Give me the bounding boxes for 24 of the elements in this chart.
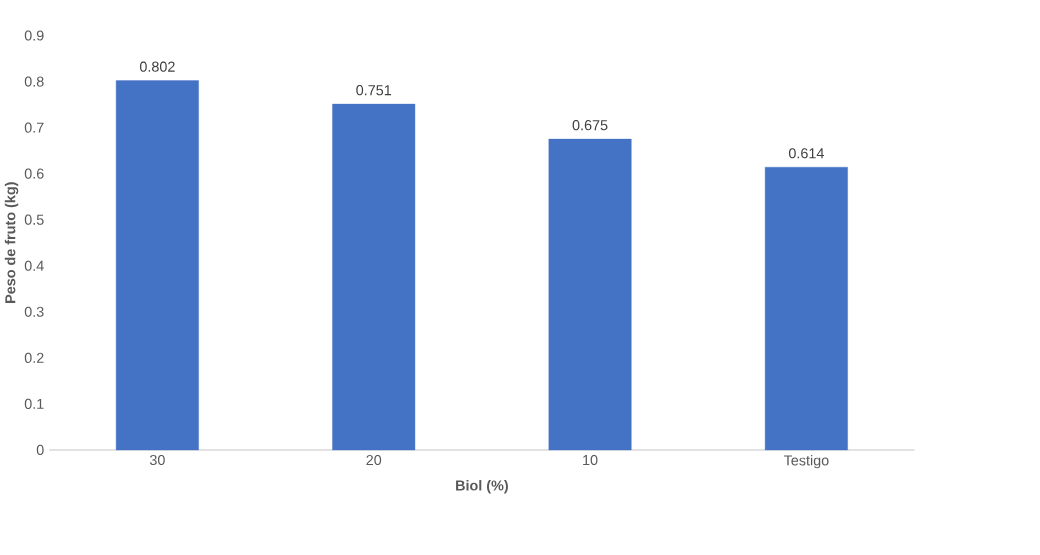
y-axis-title: Peso de fruto (kg): [4, 182, 19, 304]
y-tick-label: 0.6: [24, 168, 44, 179]
bar: [548, 139, 632, 451]
x-tick-label: 10: [583, 455, 598, 466]
y-tick-label: 0.5: [24, 214, 44, 226]
y-tick-label: 0.7: [24, 122, 44, 133]
y-tick-label: 0.4: [24, 260, 44, 272]
y-tick-label: 0.3: [24, 306, 44, 318]
bar: [115, 80, 199, 451]
bar: [332, 104, 416, 451]
x-tick-label: 20: [366, 455, 382, 466]
x-tick-label: 30: [149, 455, 165, 466]
x-axis-title: Biol (%): [456, 480, 508, 494]
data-label: 0.802: [139, 61, 175, 73]
y-tick-label: 0.2: [24, 352, 44, 364]
y-tick-label: 0.9: [24, 30, 44, 41]
y-tick-label: 0.8: [24, 76, 44, 87]
data-label: 0.675: [572, 120, 608, 131]
bar: [764, 167, 848, 451]
y-tick-label: 0: [36, 445, 44, 456]
data-label: 0.751: [356, 85, 392, 96]
y-tick-label: 0.1: [24, 399, 44, 410]
data-label: 0.614: [788, 148, 824, 159]
x-tick-label: Testigo: [783, 455, 829, 469]
